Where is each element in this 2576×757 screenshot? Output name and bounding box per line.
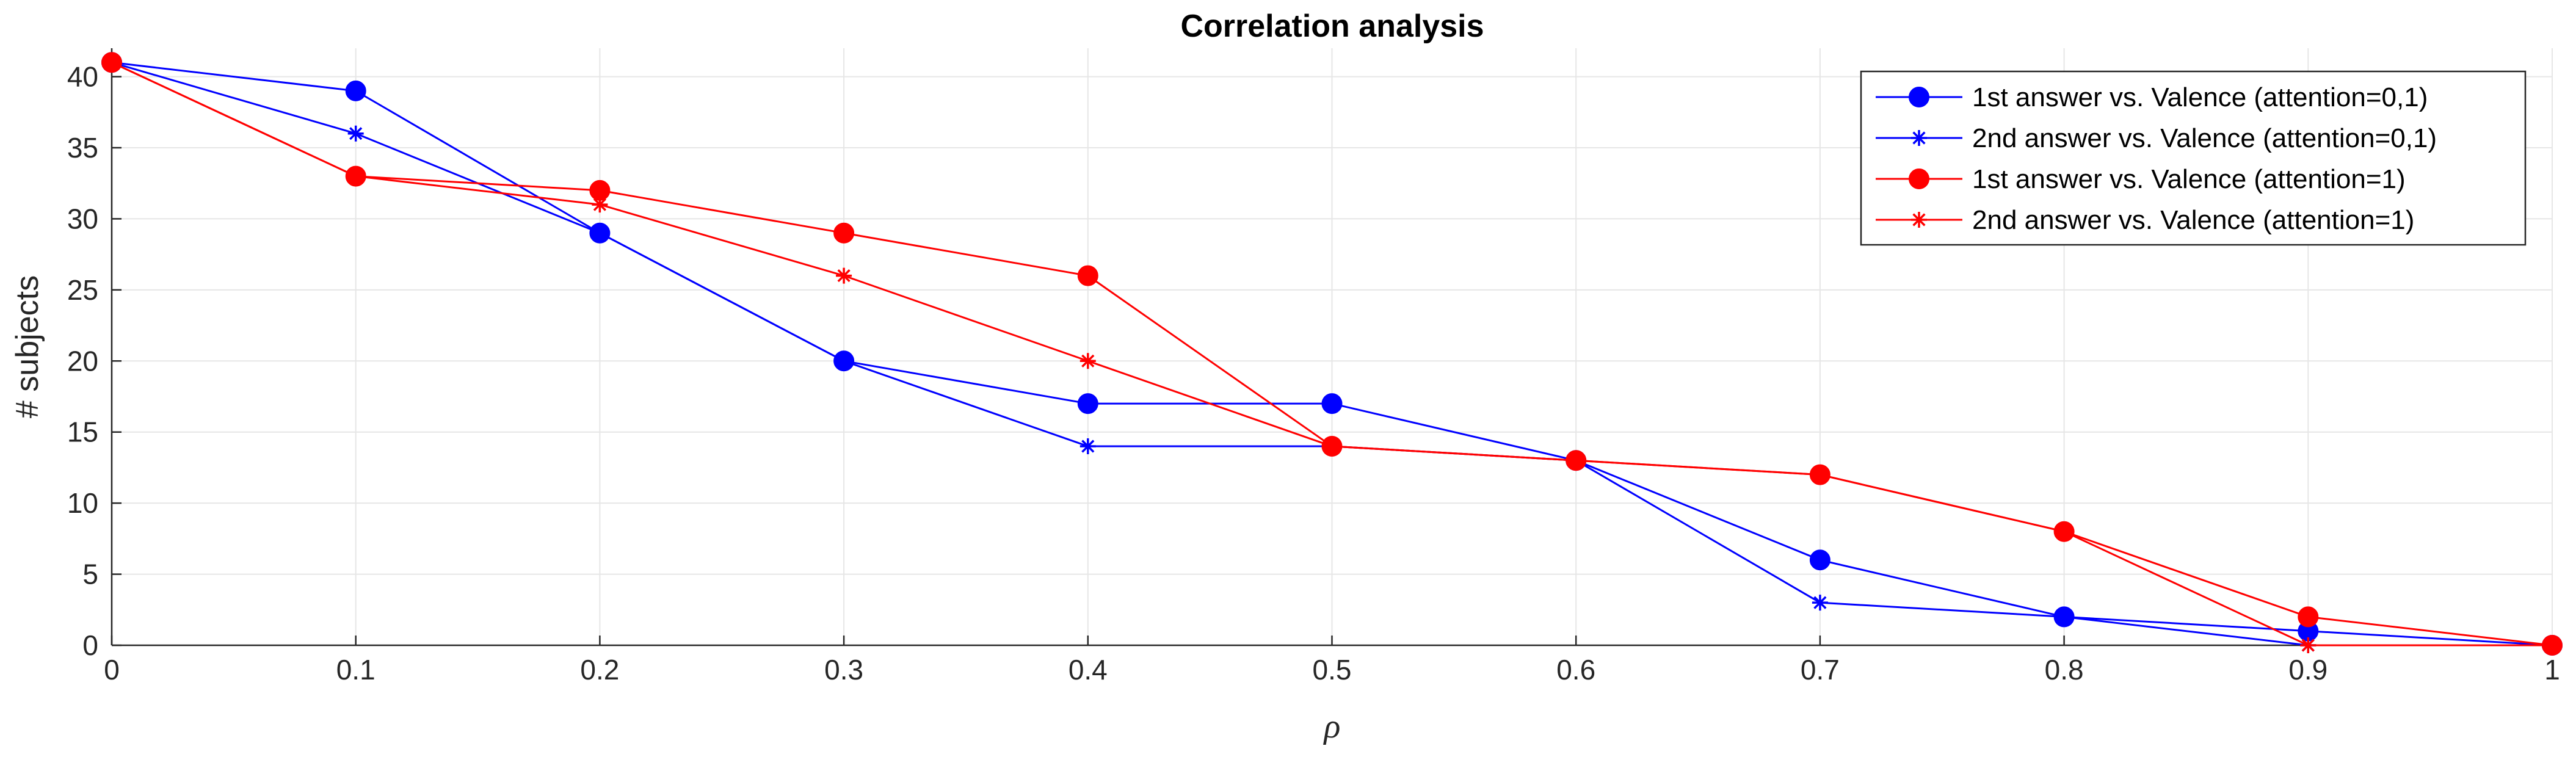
x-axis-label: ρ bbox=[1323, 708, 1341, 745]
x-tick-label: 0.8 bbox=[2045, 654, 2084, 686]
series-4-point bbox=[2056, 523, 2072, 540]
x-tick-label: 0.9 bbox=[2288, 654, 2327, 686]
legend-marker bbox=[1909, 87, 1929, 107]
series-4-point bbox=[347, 168, 364, 184]
x-tick-label: 0.5 bbox=[1313, 654, 1352, 686]
x-tick-label: 0.1 bbox=[336, 654, 376, 686]
x-tick-label: 0 bbox=[104, 654, 120, 686]
y-tick-label: 35 bbox=[67, 132, 98, 164]
series-4-point bbox=[592, 197, 608, 213]
legend-label: 2nd answer vs. Valence (attention=1) bbox=[1972, 205, 2414, 235]
legend-entry-2: 2nd answer vs. Valence (attention=0,1) bbox=[1876, 123, 2437, 153]
y-tick-label: 30 bbox=[67, 203, 98, 234]
series-4-point bbox=[1324, 438, 1340, 454]
legend-marker bbox=[1909, 168, 1929, 189]
legend-entry-1: 1st answer vs. Valence (attention=0,1) bbox=[1876, 82, 2428, 112]
series-4-point bbox=[1812, 466, 1828, 483]
x-tick-label: 0.4 bbox=[1068, 654, 1108, 686]
x-tick-label: 0.2 bbox=[580, 654, 619, 686]
series-4-point bbox=[104, 54, 120, 71]
legend-label: 1st answer vs. Valence (attention=1) bbox=[1972, 164, 2406, 194]
y-tick-label: 0 bbox=[82, 629, 98, 661]
y-tick-label: 20 bbox=[67, 345, 98, 377]
y-tick-label: 10 bbox=[67, 487, 98, 519]
series-4-point bbox=[2544, 637, 2560, 653]
legend-entry-4: 2nd answer vs. Valence (attention=1) bbox=[1876, 205, 2414, 235]
legend-entry-3: 1st answer vs. Valence (attention=1) bbox=[1876, 164, 2406, 194]
series-2-point bbox=[1812, 595, 1828, 611]
y-axis-label: # subjects bbox=[10, 275, 45, 418]
series-4-point bbox=[1079, 353, 1096, 369]
legend-marker bbox=[1911, 130, 1927, 146]
series-4-point bbox=[2300, 637, 2317, 653]
series-1-point bbox=[1809, 549, 1830, 571]
chart-title: Correlation analysis bbox=[1180, 9, 1484, 44]
series-1-point bbox=[345, 80, 366, 101]
series-4-point bbox=[1568, 452, 1584, 469]
legend-label: 2nd answer vs. Valence (attention=0,1) bbox=[1972, 123, 2437, 153]
series-4 bbox=[104, 54, 2560, 653]
x-tick-label: 1 bbox=[2544, 654, 2560, 686]
series-3-point bbox=[833, 222, 855, 244]
x-tick-label: 0.3 bbox=[824, 654, 863, 686]
series-3-point bbox=[2298, 606, 2319, 628]
legend: 1st answer vs. Valence (attention=0,1) 2n… bbox=[1860, 70, 2527, 246]
series-2-point bbox=[2056, 609, 2072, 625]
legend-label: 1st answer vs. Valence (attention=0,1) bbox=[1972, 82, 2428, 112]
series-2-point bbox=[592, 225, 608, 241]
series-4-point bbox=[836, 267, 852, 284]
x-tick-label: 0.6 bbox=[1556, 654, 1595, 686]
y-tick-label: 40 bbox=[67, 61, 98, 93]
axis-layer: 0 0.1 0.2 0.3 0.4 0.5 0.6 0.7 0.8 0.9 105101520253… bbox=[67, 48, 2560, 686]
series-2-point bbox=[1079, 438, 1096, 454]
series-3-point bbox=[1077, 265, 1098, 286]
series-1-point bbox=[1321, 393, 1343, 415]
legend-marker bbox=[1911, 212, 1927, 228]
x-tick-label: 0.7 bbox=[1801, 654, 1840, 686]
y-tick-label: 25 bbox=[67, 274, 98, 306]
series-2-point bbox=[836, 353, 852, 369]
y-tick-label: 15 bbox=[67, 416, 98, 448]
series-layer bbox=[101, 52, 2563, 656]
y-tick-label: 5 bbox=[82, 559, 98, 590]
series-2-point bbox=[347, 125, 364, 142]
legend-box bbox=[1860, 70, 2527, 246]
series-1-point bbox=[1077, 393, 1098, 415]
